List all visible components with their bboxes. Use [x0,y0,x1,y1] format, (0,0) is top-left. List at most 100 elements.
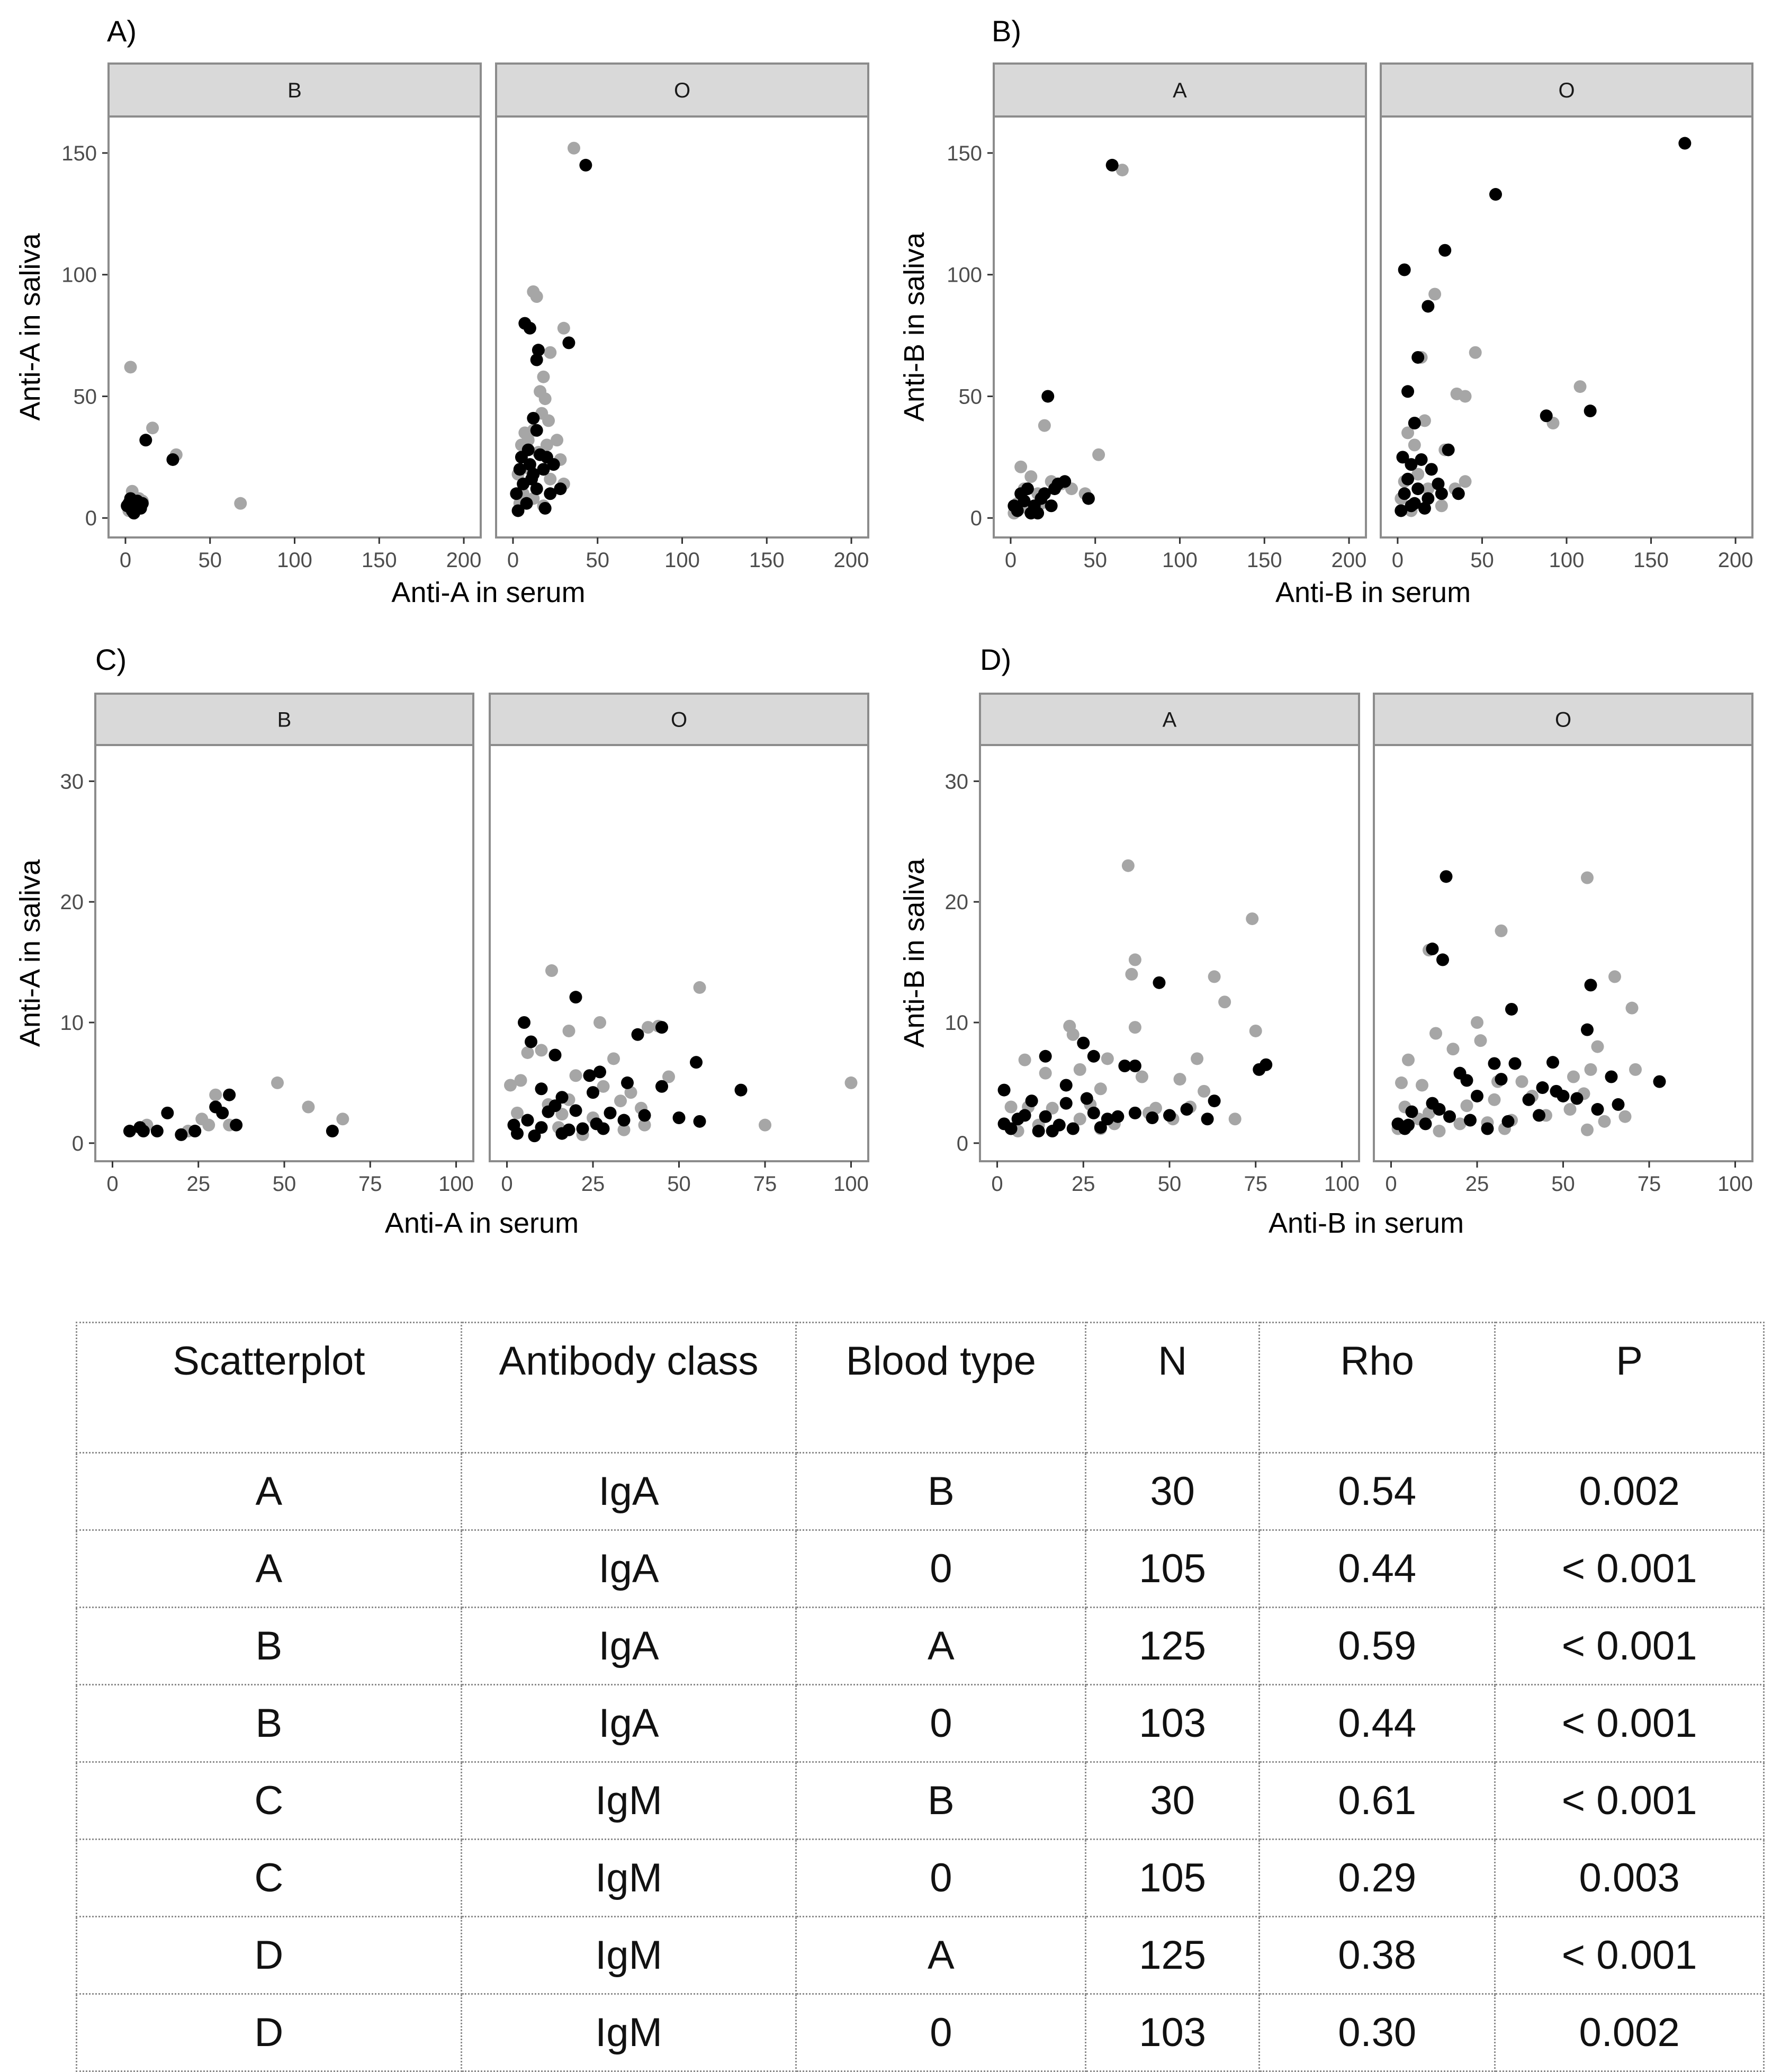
data-point-grey [1618,1110,1632,1123]
x-tick-label: 25 [581,1172,605,1196]
data-point-grey [1014,460,1028,473]
data-point-black [535,1121,548,1134]
data-point-black [544,487,557,500]
x-axis-title: Anti-B in serum [1269,1207,1464,1239]
y-tick-label: 10 [945,1011,969,1035]
x-tick-label: 25 [1465,1172,1489,1196]
x-tick-label: 50 [198,549,222,572]
data-point-black [1008,499,1021,513]
cell-p: 0.003 [1494,1838,1765,1917]
data-point-black [1460,1074,1473,1087]
data-point-black [1395,504,1408,517]
data-point-black [513,463,526,476]
x-tick-label: 0 [991,1172,1003,1196]
data-point-grey [569,1069,582,1082]
x-tick-label: 75 [1638,1172,1661,1196]
data-point-black [1591,1103,1604,1116]
data-point-black [1180,1103,1193,1116]
panel-letter: D) [980,643,1011,676]
cell-n: 105 [1085,1529,1261,1608]
data-point-grey [1073,1113,1086,1126]
cell-p: < 0.001 [1494,1761,1765,1840]
data-point-black [230,1118,243,1132]
data-point-black [1011,1113,1024,1126]
header-rho: Rho [1258,1322,1496,1454]
data-point-black [1153,976,1166,989]
panel-letter: B) [992,14,1021,48]
cell-n: 125 [1085,1916,1261,1995]
data-point-black [1087,1106,1100,1119]
x-tick-label: 0 [1385,1172,1397,1196]
x-tick-label: 100 [438,1172,474,1196]
data-point-black [1464,1114,1477,1127]
data-point-grey [1433,1125,1446,1138]
data-point-grey [557,321,570,335]
data-point-black [1612,1098,1625,1111]
data-point-grey [511,1106,524,1119]
panel-d: D) 0 10 20 30 A 0 25 50 75 100 O 0 25 50 75 100 Anti-B in… [898,643,1753,1239]
data-point-black [1111,1110,1125,1123]
data-point-black [548,1048,562,1062]
data-point-grey [593,1016,606,1029]
data-point-grey [1038,419,1051,432]
data-point-grey [551,434,564,447]
data-point-black [1163,1109,1176,1122]
data-point-grey [1128,953,1141,966]
x-tick-label: 50 [1158,1172,1182,1196]
data-point-grey [1073,1063,1086,1076]
facet-strip-label: B [277,708,292,732]
data-point-black [1678,137,1692,150]
x-tick-label: 75 [1244,1172,1267,1196]
data-point-black [523,321,536,335]
x-tick-label: 25 [1072,1172,1095,1196]
data-point-black [133,1121,147,1134]
cell-rho: 0.44 [1258,1529,1496,1608]
x-tick-label: 25 [186,1172,210,1196]
data-point-black [1066,1122,1080,1135]
cell-scatterplot: C [76,1838,462,1917]
data-point-black [569,991,582,1004]
data-point-black [1405,1105,1418,1118]
data-point-black [530,353,543,366]
data-point-black [1495,1073,1508,1086]
data-point-grey [504,1079,517,1092]
data-point-black [1471,1089,1483,1102]
data-point-grey [1101,1052,1114,1065]
data-point-grey [542,414,555,427]
data-point-black [518,1016,530,1029]
data-point-grey [1092,448,1105,461]
data-point-grey [1435,499,1448,513]
data-point-grey [535,1044,548,1057]
data-point-grey [759,1118,771,1132]
data-point-black [554,482,567,496]
data-point-grey [1408,438,1421,452]
x-tick-label: 100 [1162,549,1198,572]
data-point-black [1087,1050,1100,1063]
data-point-grey [1459,475,1472,488]
data-point-black [1025,1095,1038,1108]
x-tick-label: 50 [1083,549,1107,572]
x-tick-label: 50 [273,1172,296,1196]
data-point-black [1082,492,1095,505]
data-point-black [1201,1113,1214,1126]
data-point-grey [1495,924,1508,937]
data-point-black [1118,1060,1131,1073]
data-point-grey [234,497,247,510]
cell-scatterplot: C [76,1761,462,1840]
data-point-black [1039,1050,1052,1063]
x-tick-label: 100 [1324,1172,1360,1196]
data-point-black [511,504,525,517]
data-point-black [1508,1057,1522,1070]
data-point-black [525,472,538,486]
data-point-grey [1460,1099,1473,1113]
data-point-black [655,1021,668,1034]
x-tick-label: 75 [753,1172,777,1196]
data-point-black [1208,1095,1221,1108]
x-tick-label: 200 [446,549,482,572]
cell-rho: 0.61 [1258,1761,1496,1840]
panel-b: B) 0 50 100 150 A 0 50 100 150 200 O 0 50 100 150 200 Ant… [898,14,1753,608]
data-point-black [1489,188,1502,201]
data-point-grey [195,1113,209,1126]
data-point-black [1004,1122,1018,1135]
